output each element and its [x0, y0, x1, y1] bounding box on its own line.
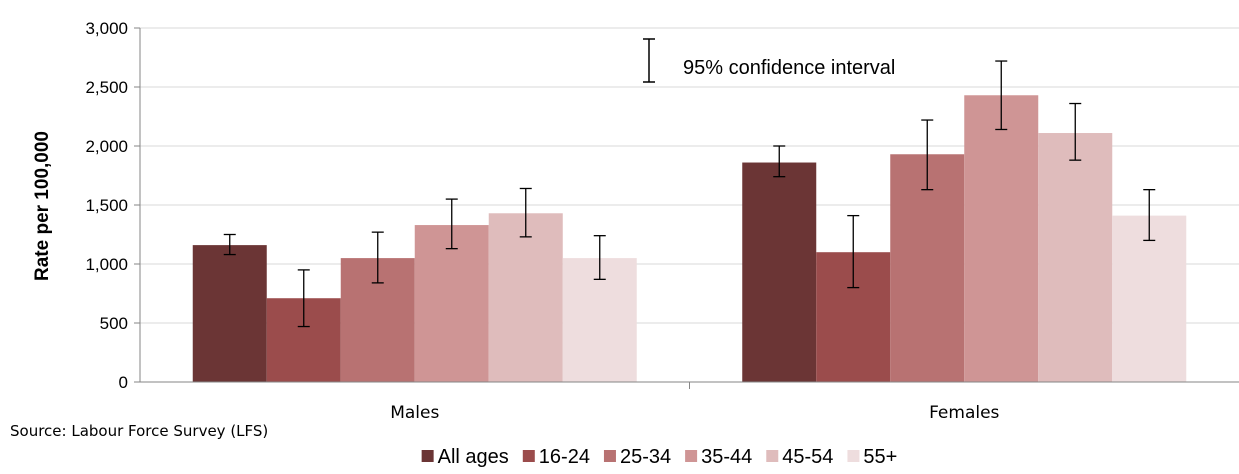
legend-label: 35-44: [701, 446, 752, 468]
legend-swatch: [766, 450, 779, 462]
legend-swatch: [685, 450, 698, 462]
bar: [964, 95, 1039, 382]
bar: [890, 154, 965, 382]
bar: [742, 162, 817, 382]
category-labels: Males Females: [390, 403, 999, 423]
bar: [192, 245, 267, 382]
y-tick-label: 1,000: [85, 255, 128, 274]
legend-label: 45-54: [782, 446, 833, 468]
y-tick-label: 0: [119, 373, 128, 392]
legend-swatch: [522, 450, 535, 462]
legend-label: 25-34: [620, 446, 671, 468]
bars: [192, 95, 1187, 382]
legend: All ages 16-24 25-34 35-44 45-54 55+: [421, 446, 897, 468]
ci-annotation-label: 95% confidence interval: [683, 57, 895, 79]
x-category-label: Females: [929, 403, 999, 423]
bar: [488, 213, 563, 382]
legend-swatch: [421, 450, 434, 462]
bar: [1038, 133, 1113, 382]
axes: [139, 28, 1239, 389]
y-tick-label: 2,500: [85, 78, 128, 97]
bar: [1112, 215, 1187, 382]
y-axis-ticks: 0 500 1,000 1,500 2,000 2,500 3,000: [85, 19, 140, 392]
error-bars: [223, 60, 1156, 328]
y-tick-label: 500: [100, 314, 128, 333]
ci-annotation: 95% confidence interval: [632, 34, 967, 86]
legend-label: 16-24: [539, 446, 590, 468]
legend-label: All ages: [438, 446, 509, 468]
x-category-label: Males: [390, 403, 439, 423]
ci-annotation-background: [632, 34, 967, 86]
legend-swatch: [603, 450, 616, 462]
y-tick-label: 3,000: [85, 19, 128, 38]
legend-swatch: [847, 450, 860, 462]
y-tick-label: 2,000: [85, 137, 128, 156]
y-axis-label: Rate per 100,000: [32, 131, 53, 281]
source-note: Source: Labour Force Survey (LFS): [10, 422, 268, 440]
y-tick-label: 1,500: [85, 196, 128, 215]
legend-label: 55+: [863, 446, 897, 468]
bar: [414, 225, 489, 382]
